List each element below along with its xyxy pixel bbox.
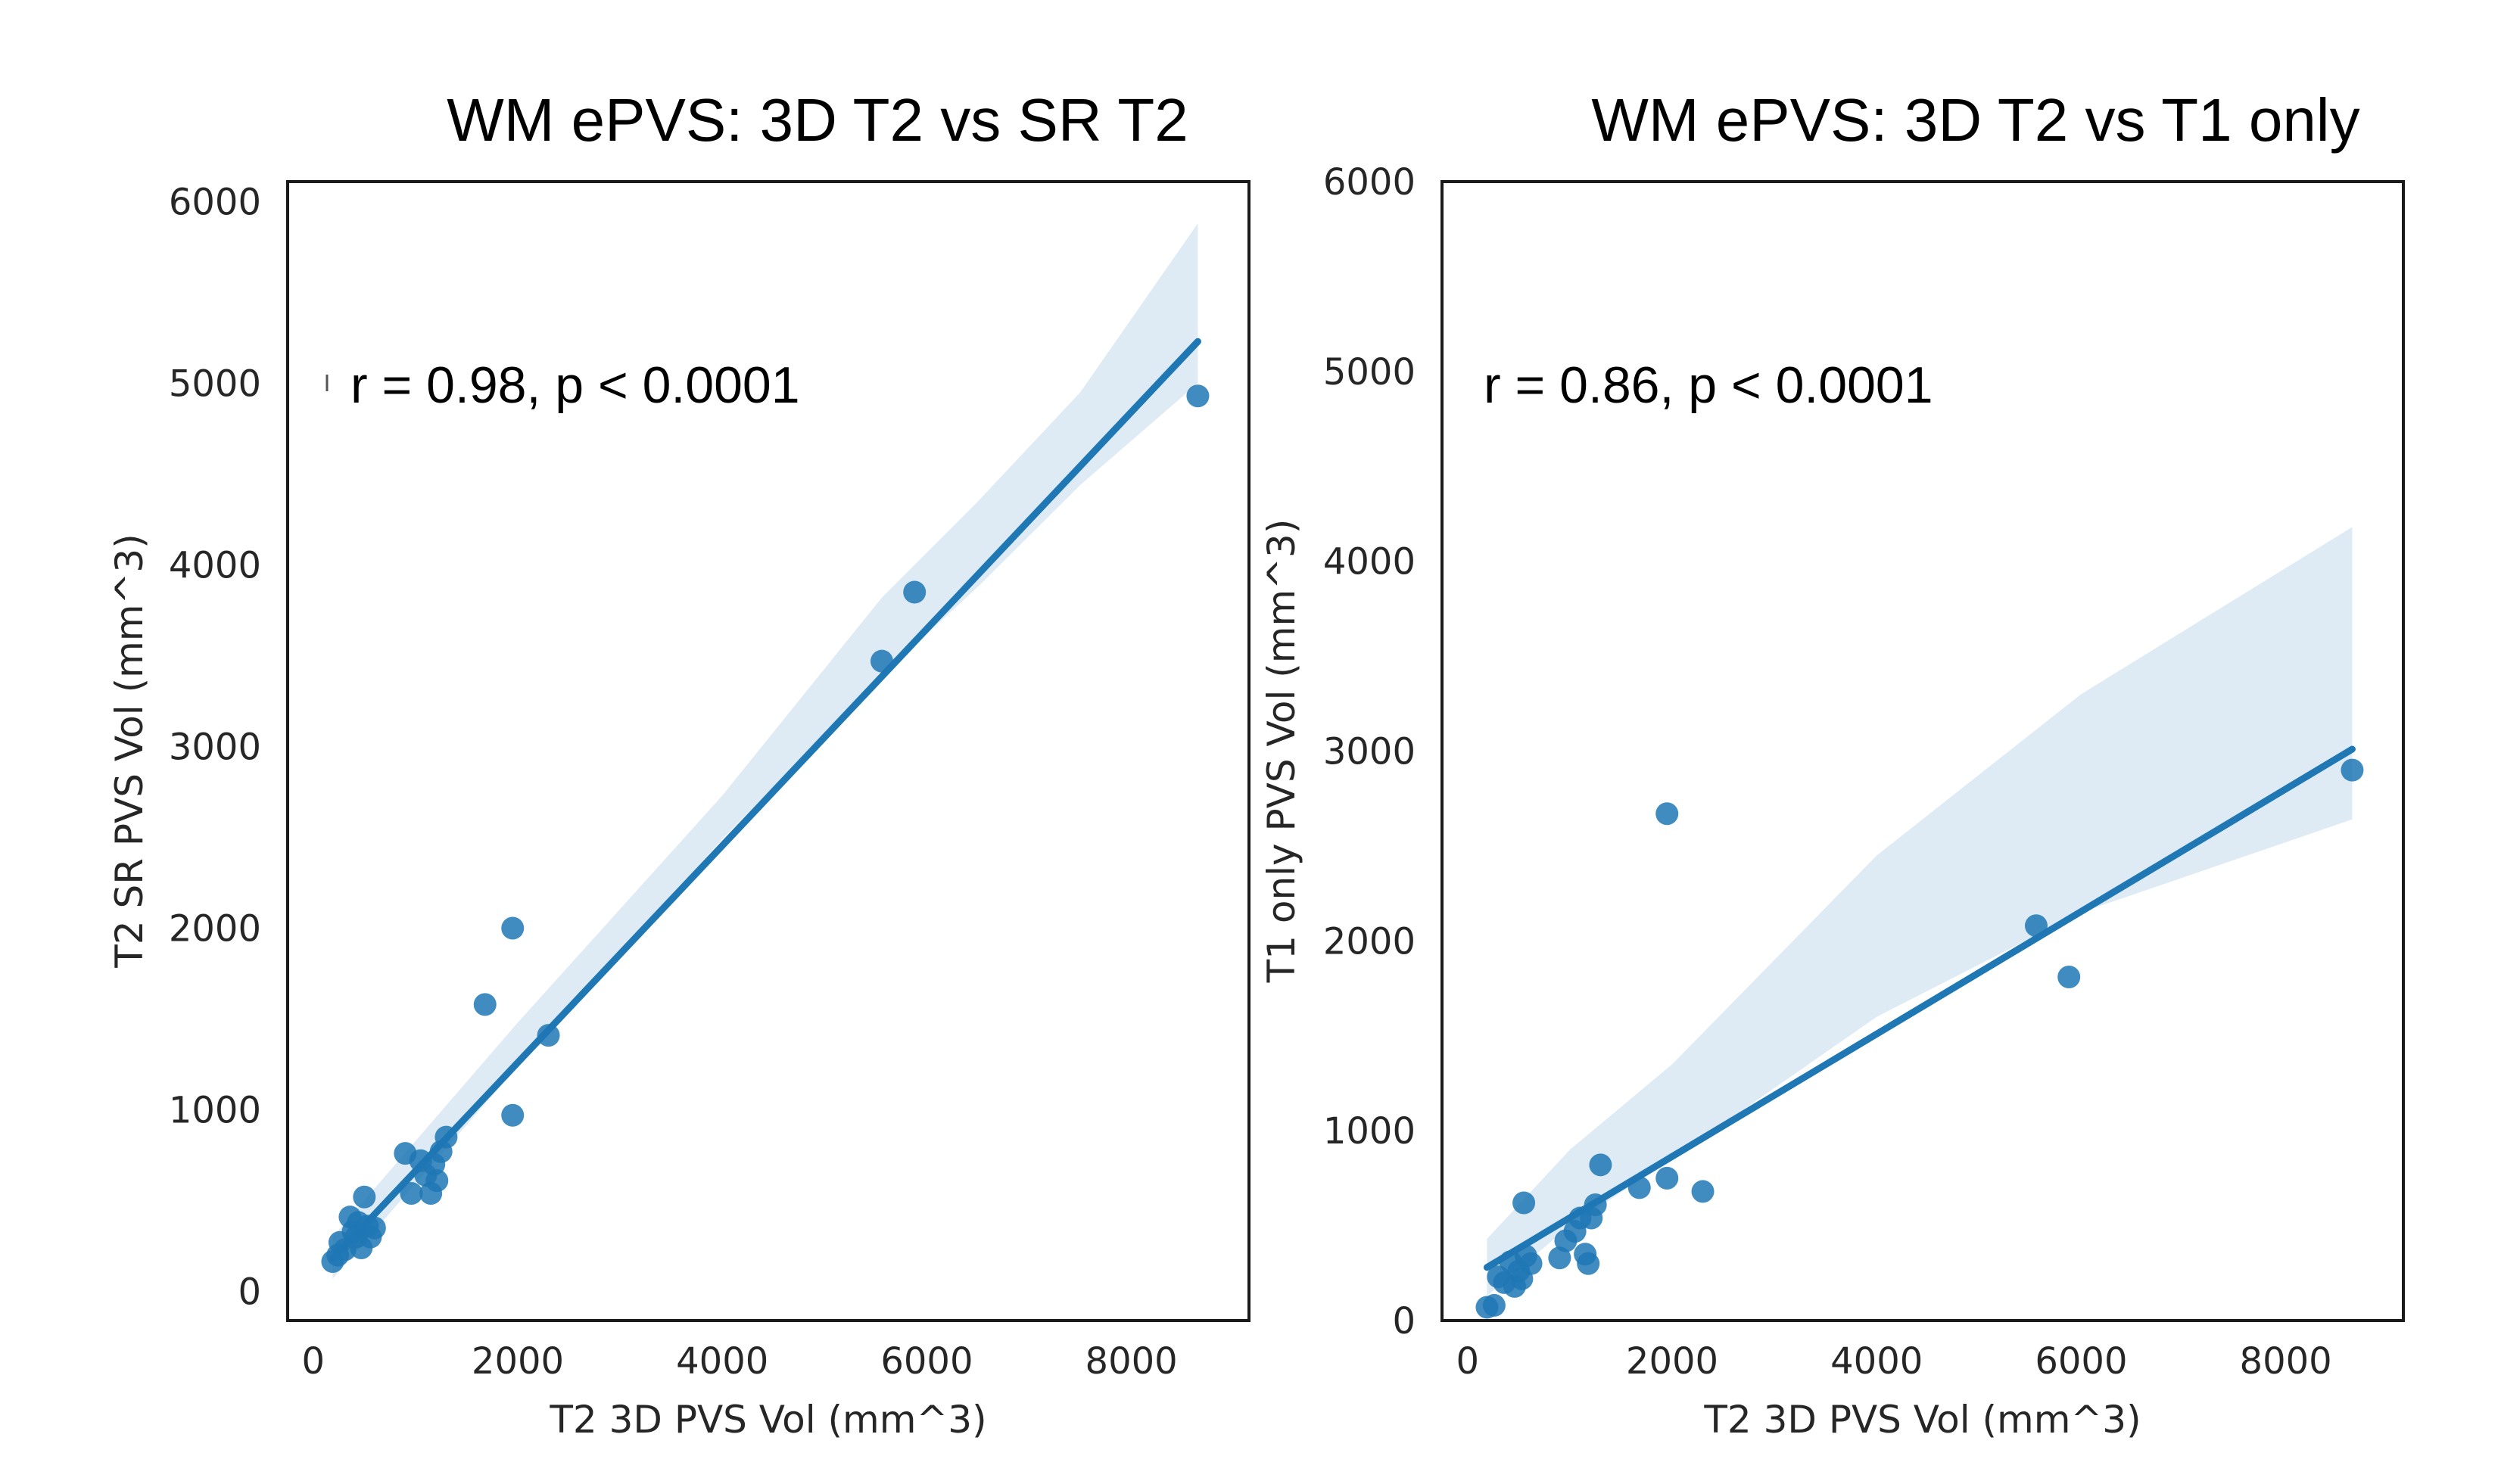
y-tick-label: 4000 bbox=[169, 544, 261, 586]
data-point bbox=[1589, 1153, 1612, 1177]
chart-right-stat-annotation: r = 0.86, p < 0.0001 bbox=[1484, 356, 1933, 414]
data-point bbox=[1691, 1180, 1715, 1203]
x-tick-label: 4000 bbox=[1830, 1340, 1923, 1383]
chart-right-ci-band bbox=[1487, 527, 2353, 1296]
x-tick-label: 8000 bbox=[2240, 1340, 2332, 1383]
y-tick-label: 6000 bbox=[1323, 161, 1416, 204]
data-point bbox=[1512, 1191, 1536, 1215]
data-point bbox=[2024, 914, 2048, 938]
chart-left: WM ePVS: 3D T2 vs SR T2 0 2000 4000 6000 800… bbox=[107, 86, 1250, 1442]
chart-left-stat-annotation: r = 0.98, p < 0.0001 bbox=[350, 356, 800, 414]
chart-left-x-axis-label: T2 3D PVS Vol (mm^3) bbox=[549, 1398, 986, 1442]
chart-right-title: WM ePVS: 3D T2 vs T1 only bbox=[1591, 86, 2359, 154]
x-tick-label: 4000 bbox=[676, 1340, 768, 1383]
y-tick-label: 2000 bbox=[1323, 920, 1416, 963]
data-point bbox=[434, 1125, 458, 1149]
x-tick-label: 8000 bbox=[1085, 1340, 1178, 1383]
chart-left-ci-band-layer bbox=[332, 223, 1198, 1279]
y-tick-label: 4000 bbox=[1323, 541, 1416, 583]
y-tick-label: 0 bbox=[238, 1271, 261, 1314]
y-tick-label: 1000 bbox=[1323, 1110, 1416, 1153]
chart-left-frame bbox=[286, 180, 1250, 1322]
data-point bbox=[1186, 384, 1210, 408]
x-tick-label: 6000 bbox=[880, 1340, 973, 1383]
data-point bbox=[400, 1181, 423, 1205]
y-tick-label: 1000 bbox=[169, 1090, 261, 1132]
chart-left-y-ticks: 0 1000 2000 3000 4000 5000 6000 bbox=[169, 181, 261, 1313]
y-tick-label: 5000 bbox=[169, 362, 261, 405]
data-point bbox=[1627, 1176, 1651, 1199]
data-point bbox=[1655, 1166, 1679, 1190]
x-tick-label: 0 bbox=[302, 1340, 325, 1383]
chart-right-y-ticks: 0 1000 2000 3000 4000 5000 6000 bbox=[1323, 161, 1416, 1342]
chart-right-points bbox=[1475, 758, 2364, 1319]
data-point bbox=[473, 993, 497, 1016]
y-tick-label: 6000 bbox=[169, 181, 261, 223]
chart-right-x-ticks: 0 2000 4000 6000 8000 bbox=[1456, 1340, 2332, 1383]
chart-left-y-axis-label: T2 SR PVS Vol (mm^3) bbox=[107, 534, 151, 968]
data-point bbox=[1519, 1252, 1543, 1275]
data-point bbox=[363, 1216, 386, 1240]
chart-left-title: WM ePVS: 3D T2 vs SR T2 bbox=[447, 86, 1188, 154]
x-tick-label: 2000 bbox=[472, 1340, 564, 1383]
x-tick-label: 0 bbox=[1456, 1340, 1480, 1383]
x-tick-label: 6000 bbox=[2035, 1340, 2127, 1383]
data-point bbox=[1584, 1193, 1607, 1216]
data-point bbox=[2057, 965, 2081, 988]
data-point bbox=[870, 649, 893, 673]
chart-left-x-ticks: 0 2000 4000 6000 8000 bbox=[302, 1340, 1178, 1383]
data-point bbox=[353, 1185, 376, 1209]
data-point bbox=[1655, 802, 1679, 826]
chart-right: WM ePVS: 3D T2 vs T1 only 0 2000 4000 6000 8… bbox=[1260, 86, 2405, 1442]
y-tick-label: 2000 bbox=[169, 908, 261, 950]
y-tick-label: 3000 bbox=[169, 726, 261, 768]
x-tick-label: 2000 bbox=[1626, 1340, 1718, 1383]
data-point bbox=[1548, 1246, 1571, 1270]
data-point bbox=[537, 1024, 560, 1047]
data-point bbox=[1482, 1293, 1506, 1317]
data-point bbox=[2341, 758, 2364, 782]
data-point bbox=[501, 916, 525, 940]
chart-left-ci-band bbox=[332, 223, 1198, 1279]
chart-right-y-axis-label: T1 only PVS Vol (mm^3) bbox=[1260, 519, 1303, 984]
data-point bbox=[903, 580, 927, 604]
y-tick-label: 3000 bbox=[1323, 731, 1416, 773]
chart-left-points bbox=[321, 384, 1210, 1273]
chart-right-x-axis-label: T2 3D PVS Vol (mm^3) bbox=[1703, 1398, 2141, 1442]
y-tick-label: 0 bbox=[1392, 1300, 1416, 1342]
data-point bbox=[501, 1103, 525, 1127]
chart-left-regression-line bbox=[329, 338, 1201, 1262]
data-point bbox=[1577, 1252, 1600, 1275]
chart-right-frame bbox=[1440, 180, 2405, 1322]
data-point bbox=[425, 1169, 449, 1193]
y-tick-label: 5000 bbox=[1323, 351, 1416, 394]
chart-right-ci-band-layer bbox=[1487, 527, 2353, 1296]
chart-left-regression-layer bbox=[329, 338, 1201, 1262]
